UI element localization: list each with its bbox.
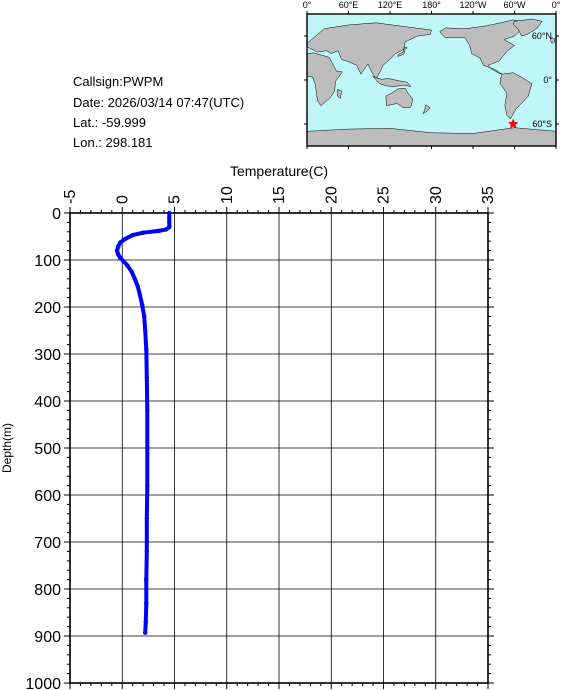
data-point [167, 220, 172, 225]
data-point [144, 577, 149, 582]
plot-frame [69, 212, 489, 684]
location-map: 0° 60°E 120°E 180° 120°W 60°W 0° 60°N 0° 60°S [303, 0, 561, 149]
data-point [143, 630, 148, 635]
data-point [167, 210, 172, 216]
map-lat-label: 0° [543, 75, 552, 85]
x-tick-label: 15 [271, 186, 288, 204]
y-tick-label: 100 [34, 253, 61, 270]
longitude-text: Lon.: 298.181 [73, 135, 153, 150]
map-lon-label: 0° [303, 0, 312, 10]
map-lon-label: 120°E [378, 0, 403, 10]
map-lon-label: 60°E [339, 0, 359, 10]
y-tick-label: 400 [34, 394, 61, 411]
data-point [141, 314, 147, 319]
land-greenland [512, 18, 543, 37]
x-axis-title: Temperature(C) [230, 163, 328, 179]
location-marker [507, 118, 519, 129]
x-tick-label: 35 [480, 186, 497, 204]
x-tick-label: 5 [167, 195, 184, 204]
data-point [117, 240, 123, 245]
x-tick-label: 10 [219, 186, 236, 204]
data-point [114, 248, 120, 253]
land-australia [385, 87, 414, 109]
data-point [156, 228, 162, 234]
y-tick-label: 500 [34, 441, 61, 458]
data-point [132, 276, 137, 281]
data-point [139, 302, 145, 307]
land-uk [550, 37, 555, 44]
y-tick-label: 700 [34, 535, 61, 552]
data-point [117, 255, 123, 260]
data-point [167, 224, 172, 230]
date-text: Date: 2026/03/14 07:47(UTC) [73, 95, 245, 110]
data-point [145, 408, 150, 413]
map-lon-label: 60°W [503, 0, 526, 10]
land-north-america [439, 19, 529, 75]
data-point [129, 269, 134, 274]
x-tick-label: 25 [376, 186, 393, 204]
land-indonesia [372, 76, 412, 87]
x-tick-label: 0 [114, 195, 131, 204]
data-point [143, 619, 148, 625]
temperature-profile-line [115, 211, 172, 635]
data-point [144, 375, 150, 380]
map-lon-label: 0° [552, 0, 561, 10]
y-tick-label: 200 [34, 300, 61, 317]
map-lat-label: 60°N [532, 31, 552, 41]
land-new-zealand [422, 104, 431, 115]
y-tick-label: 600 [34, 488, 61, 505]
y-tick-label: 900 [34, 629, 61, 646]
data-point [115, 244, 121, 250]
data-point [163, 227, 169, 232]
y-axis-title: Depth(m) [0, 423, 14, 473]
data-point [167, 215, 172, 220]
x-tick-label: 30 [428, 186, 445, 204]
data-point [121, 258, 126, 264]
data-point [135, 284, 141, 289]
land-europe-asia [306, 22, 432, 79]
y-tick-label: 800 [34, 582, 61, 599]
y-tick-label: 0 [52, 206, 61, 223]
land-africa [306, 52, 343, 107]
data-point [145, 445, 150, 451]
data-point [115, 252, 121, 257]
latitude-text: Lat.: -59.999 [73, 115, 146, 130]
data-point [143, 328, 148, 333]
data-point [144, 516, 150, 521]
data-point [130, 232, 135, 238]
land-japan [397, 46, 408, 57]
data-point [123, 236, 128, 242]
map-lat-label: 60°S [532, 119, 552, 129]
land-madagascar [337, 89, 342, 99]
map-lon-label: 180° [422, 0, 441, 10]
callsign-text: Callsign:PWPM [73, 74, 164, 89]
y-tick-label: 300 [34, 347, 61, 364]
x-tick-label: 20 [323, 186, 340, 204]
data-point [144, 347, 149, 352]
x-tick-label: -5 [62, 190, 79, 204]
data-point [125, 263, 130, 268]
data-point [144, 600, 149, 606]
data-point [137, 293, 143, 298]
y-tick-label: 1000 [25, 676, 61, 690]
data-point [140, 230, 146, 235]
data-point [144, 549, 150, 554]
map-lon-label: 120°W [459, 0, 487, 10]
data-point [145, 483, 150, 488]
land-south-america [499, 72, 533, 120]
